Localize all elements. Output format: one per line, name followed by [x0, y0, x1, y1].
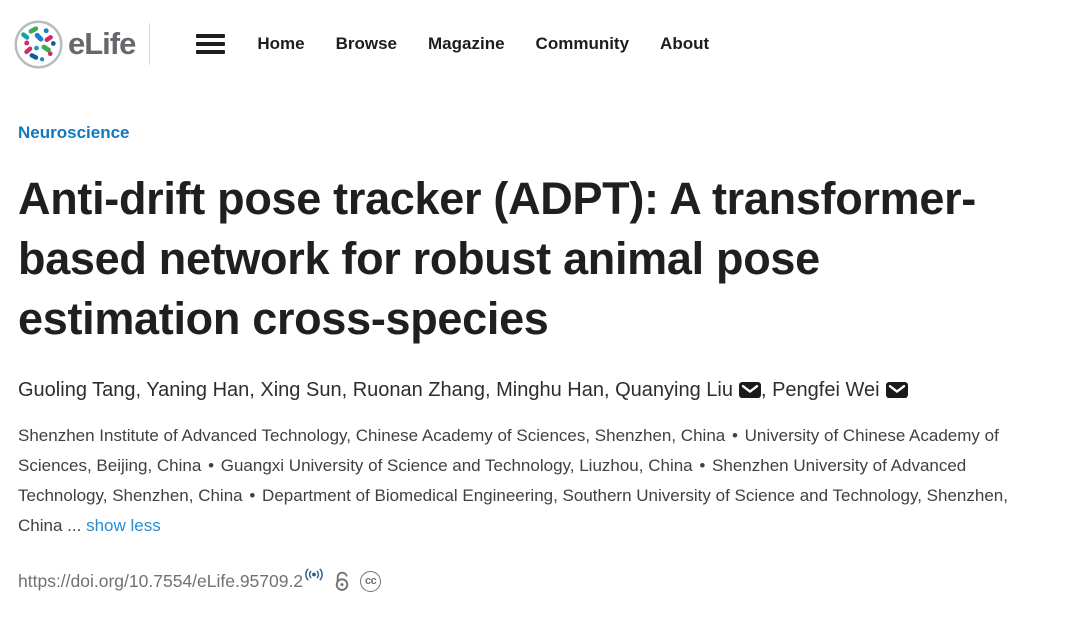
- affiliations-ellipsis: ...: [67, 516, 82, 535]
- author-names: Guoling Tang, Yaning Han, Xing Sun, Ruon…: [18, 379, 733, 401]
- nav-magazine[interactable]: Magazine: [428, 34, 505, 53]
- site-header: eLife Home Browse Magazine Community Abo…: [0, 0, 1086, 68]
- affiliation-separator: •: [208, 456, 215, 475]
- article-header: Neuroscience Anti-drift pose tracker (AD…: [0, 68, 1086, 592]
- elife-logo-icon: [14, 20, 63, 68]
- category-link[interactable]: Neuroscience: [18, 123, 130, 142]
- affiliation: Shenzhen Institute of Advanced Technolog…: [18, 426, 726, 445]
- affiliations: Shenzhen Institute of Advanced Technolog…: [18, 421, 1050, 541]
- author-separator: ,: [760, 379, 773, 401]
- cc-label: cc: [364, 574, 377, 587]
- nav-about[interactable]: About: [660, 34, 710, 53]
- envelope-icon[interactable]: [738, 382, 761, 398]
- header-divider: [149, 23, 151, 65]
- nav-community[interactable]: Community: [535, 34, 630, 53]
- doi-line: https://doi.org/10.7554/eLife.95709.2 cc: [18, 568, 1068, 592]
- affiliation-separator: •: [731, 426, 738, 445]
- signal-broadcast-icon: [305, 568, 323, 581]
- hamburger-bar: [196, 34, 226, 38]
- affiliation: University of Chinese Academy of Science…: [18, 426, 999, 475]
- site-logo[interactable]: eLife: [14, 20, 136, 69]
- affiliation: Shenzhen University of Advanced Technolo…: [18, 456, 967, 505]
- hamburger-bar: [196, 42, 226, 46]
- affiliation-separator: •: [699, 456, 706, 475]
- site-logo-text: eLife: [68, 26, 136, 61]
- nav-browse[interactable]: Browse: [335, 34, 398, 53]
- main-nav: Home Browse Magazine Community About: [257, 34, 709, 54]
- authors-line: Guoling Tang, Yaning Han, Xing Sun, Ruon…: [18, 376, 1068, 404]
- affiliation: Department of Biomedical Engineering, So…: [18, 486, 1008, 535]
- creative-commons-icon[interactable]: cc: [360, 570, 382, 592]
- affiliation-separator: •: [249, 486, 256, 505]
- hamburger-menu-button[interactable]: [196, 30, 226, 58]
- author-names: Pengfei Wei: [772, 379, 880, 401]
- open-access-icon[interactable]: [333, 570, 351, 592]
- envelope-icon[interactable]: [885, 382, 908, 398]
- affiliation: Guangxi University of Science and Techno…: [220, 456, 693, 475]
- doi-link[interactable]: https://doi.org/10.7554/eLife.95709.2: [18, 570, 304, 591]
- article-title: Anti-drift pose tracker (ADPT): A transf…: [18, 173, 976, 344]
- show-less-link[interactable]: show less: [86, 516, 161, 535]
- hamburger-bar: [196, 50, 226, 54]
- nav-home[interactable]: Home: [257, 34, 305, 53]
